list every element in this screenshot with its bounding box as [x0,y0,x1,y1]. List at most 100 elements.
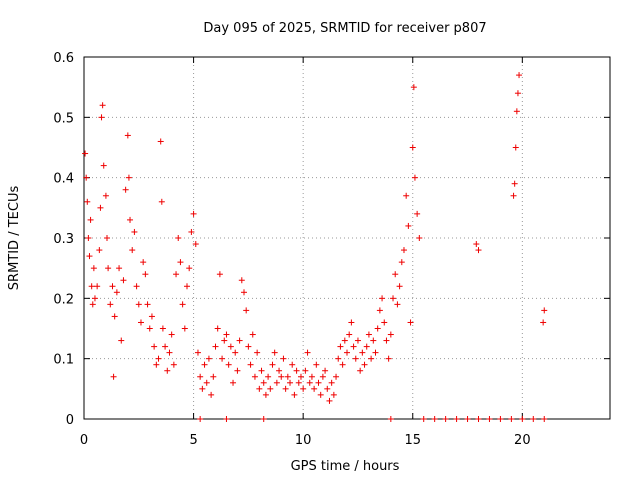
data-point [188,228,195,235]
data-point [411,174,418,181]
data-point [223,331,230,338]
data-point [278,373,285,380]
data-point [168,331,175,338]
data-point [118,337,125,344]
data-point [122,186,129,193]
data-point [403,192,410,199]
x-tick-label: 0 [80,433,88,448]
data-point [97,204,104,211]
data-point [234,367,241,374]
x-tick-label: 10 [295,433,312,448]
data-point [175,235,182,241]
data-point [83,174,90,181]
data-point [166,349,173,356]
data-point [116,265,123,272]
data-point [341,337,348,344]
data-point [414,210,421,217]
data-point [221,337,228,344]
data-point [475,416,482,422]
data-point [177,259,184,266]
data-point [201,361,208,368]
data-point [265,373,272,380]
data-point [376,307,383,314]
data-point [179,301,186,308]
data-point [442,416,449,422]
data-point [162,343,169,350]
x-axis-label: GPS time / hours [291,459,400,474]
data-point [88,283,95,290]
data-point [105,265,112,272]
data-point [289,361,296,368]
chart-title: Day 095 of 2025, SRMTID for receiver p80… [203,21,486,36]
data-point [181,325,188,332]
data-point [146,325,153,332]
data-point [219,355,226,362]
x-tick-label: 20 [514,433,531,448]
data-point [225,361,232,368]
data-point [192,241,199,248]
data-point [127,216,134,223]
data-point [99,102,106,109]
data-point [311,385,318,392]
y-tick-label: 0.3 [53,232,74,247]
data-point [326,397,333,404]
data-point [348,319,355,326]
data-point [230,379,237,386]
data-point [497,416,504,422]
data-point [212,343,219,350]
data-point [350,343,357,350]
data-point [541,307,548,314]
data-point [240,289,247,296]
data-point [96,247,103,254]
data-point [214,325,221,332]
data-point [324,385,331,392]
data-point [354,337,361,344]
data-point [89,301,96,308]
data-point [359,349,366,356]
data-point [245,343,252,350]
data-point [133,283,140,290]
data-point [361,361,368,368]
data-point [400,247,407,254]
data-point [247,361,254,368]
data-point [405,222,412,229]
data-point [352,355,359,362]
data-point [317,391,324,398]
axis-ticks: 0 0.1 0.2 0.3 0.4 0.5 0.6 0 5 10 15 20 [53,51,610,448]
data-point [107,301,114,308]
y-tick-label: 0.6 [53,51,74,66]
data-point [357,367,364,374]
data-point [125,174,132,181]
data-point [236,337,243,344]
y-tick-label: 0.5 [53,111,74,126]
data-point [313,361,320,368]
data-point [540,319,547,326]
data-point [431,416,438,422]
data-point [306,379,313,386]
data-point [110,373,117,380]
data-point [129,247,136,254]
data-point [157,138,164,145]
data-point [337,343,344,350]
data-point [464,416,471,422]
data-point [140,259,147,266]
data-point [216,271,223,278]
data-point [208,391,215,398]
data-point [153,361,160,368]
data-point [82,150,89,157]
data-point [273,379,280,386]
y-tick-label: 0.4 [53,172,74,187]
data-point [256,385,263,392]
data-point [186,265,193,272]
data-point [113,289,120,296]
data-point [271,349,278,356]
plot-frame [83,56,611,420]
data-point [258,367,265,374]
data-point [194,349,201,356]
data-point [131,228,138,235]
data-point [151,343,158,350]
data-point [409,144,416,151]
data-point [315,379,322,386]
data-point [344,349,350,356]
